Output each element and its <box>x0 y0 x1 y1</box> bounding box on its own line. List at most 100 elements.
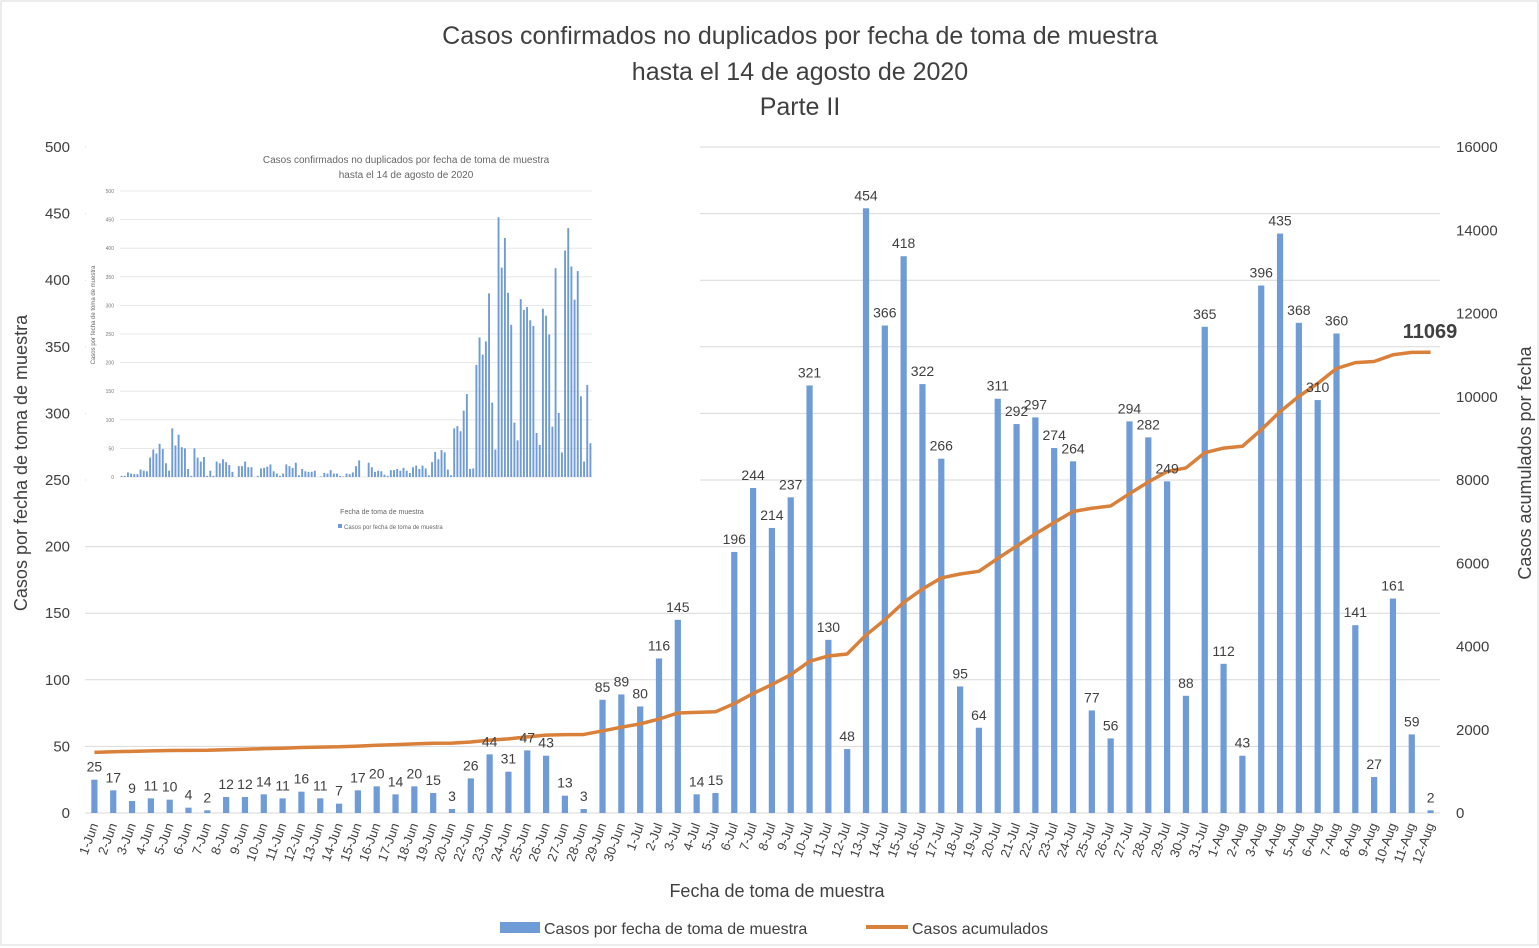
bar <box>373 786 380 813</box>
inset-bar <box>152 449 155 477</box>
bar-data-label: 17 <box>105 769 121 785</box>
bar <box>542 755 550 813</box>
bar-data-label: 145 <box>666 599 690 615</box>
inset-bar <box>130 473 133 477</box>
y-tick-label: 100 <box>45 672 70 689</box>
bar <box>1088 710 1095 813</box>
bar-data-label: 59 <box>1404 713 1420 729</box>
inset-y-tick-label: 100 <box>106 418 115 424</box>
y-tick-label: 300 <box>45 405 70 422</box>
inset-bar <box>484 341 487 477</box>
bar <box>580 809 587 813</box>
bar-data-label: 12 <box>237 776 253 792</box>
inset-bar <box>418 468 421 477</box>
bar <box>524 750 531 813</box>
inset-bar <box>142 470 145 477</box>
inset-y-tick-label: 350 <box>106 275 115 281</box>
inset-bar <box>196 457 199 477</box>
inset-bar <box>269 464 272 477</box>
bar <box>712 793 719 813</box>
bar-data-label: 12 <box>218 776 234 792</box>
inset-bar <box>478 337 481 477</box>
bar <box>430 793 437 813</box>
inset-chart: Casos confirmados no duplicados por fech… <box>86 146 700 535</box>
bar-data-label: 14 <box>689 773 705 789</box>
inset-bar <box>497 217 500 477</box>
bar-data-label: 95 <box>952 665 968 681</box>
y-tick-label: 0 <box>62 805 70 822</box>
bar-data-label: 435 <box>1268 213 1292 229</box>
inset-bar <box>370 467 373 477</box>
bar <box>674 619 681 813</box>
bar-data-label: 368 <box>1287 302 1311 318</box>
bar <box>335 803 343 813</box>
bar <box>693 794 700 813</box>
inset-bar <box>408 472 411 477</box>
inset-bar <box>260 468 262 477</box>
bar <box>938 458 945 813</box>
bar <box>599 699 606 813</box>
bar <box>1427 810 1434 813</box>
bar <box>1069 461 1077 813</box>
inset-bar <box>139 469 142 477</box>
inset-bar <box>393 470 395 477</box>
inset-y-axis-title: Casos por fecha de toma de muestra <box>91 265 97 364</box>
bar <box>166 799 173 813</box>
bar-data-label: 11 <box>275 777 290 793</box>
bar-data-label: 11 <box>144 777 159 793</box>
y-tick-label: 250 <box>45 472 70 489</box>
inset-bar <box>183 448 186 477</box>
bar-data-label: 454 <box>854 187 878 203</box>
bar <box>1314 400 1321 813</box>
bar <box>637 706 644 813</box>
inset-bar <box>206 475 209 477</box>
bar-data-label: 11 <box>313 777 328 793</box>
bar-data-label: 15 <box>425 772 441 788</box>
inset-bar <box>244 461 247 477</box>
chart-title: Casos confirmados no duplicados por fech… <box>442 22 1158 121</box>
bar-data-label: 20 <box>407 765 423 781</box>
inset-bar <box>336 473 338 477</box>
inset-bar <box>222 459 224 477</box>
inset-bar <box>313 470 316 477</box>
inset-bar <box>519 299 522 477</box>
bar <box>1032 417 1039 813</box>
bar-data-label: 116 <box>648 637 671 653</box>
title-line-3: Parte II <box>760 93 841 121</box>
inset-y-tick-label: 400 <box>106 246 115 252</box>
bar-data-label: 47 <box>519 729 535 745</box>
bar <box>354 790 361 813</box>
inset-bar <box>218 463 221 477</box>
bar <box>731 551 738 813</box>
inset-bar <box>526 307 529 477</box>
inset-bar <box>567 228 570 477</box>
bar-data-label: 360 <box>1325 312 1349 328</box>
bar-data-label: 43 <box>1235 735 1251 751</box>
bar-data-label: 25 <box>87 759 103 775</box>
inset-bar <box>500 267 503 477</box>
inset-bar <box>529 320 532 477</box>
bar-data-label: 297 <box>1024 396 1048 412</box>
bar <box>561 795 569 813</box>
inset-bar <box>545 315 548 477</box>
bar <box>1220 663 1227 813</box>
bar-data-label: 112 <box>1212 643 1235 659</box>
bar-data-label: 196 <box>723 531 747 547</box>
inset-bar <box>320 476 323 477</box>
inset-bar <box>231 471 234 477</box>
bar-data-label: 80 <box>632 685 648 701</box>
inset-bar <box>120 475 123 477</box>
bar <box>1182 695 1190 813</box>
bar <box>844 749 851 813</box>
bar-data-label: 64 <box>971 707 987 723</box>
bar-data-label: 418 <box>892 235 916 251</box>
y2-tick-label: 12000 <box>1456 306 1498 323</box>
inset-bar <box>367 462 370 477</box>
inset-bar <box>491 402 494 477</box>
bar <box>223 797 230 813</box>
y2-tick-label: 10000 <box>1456 389 1498 406</box>
inset-bar <box>193 448 196 477</box>
inset-bar <box>570 266 573 477</box>
inset-bar <box>459 431 462 477</box>
